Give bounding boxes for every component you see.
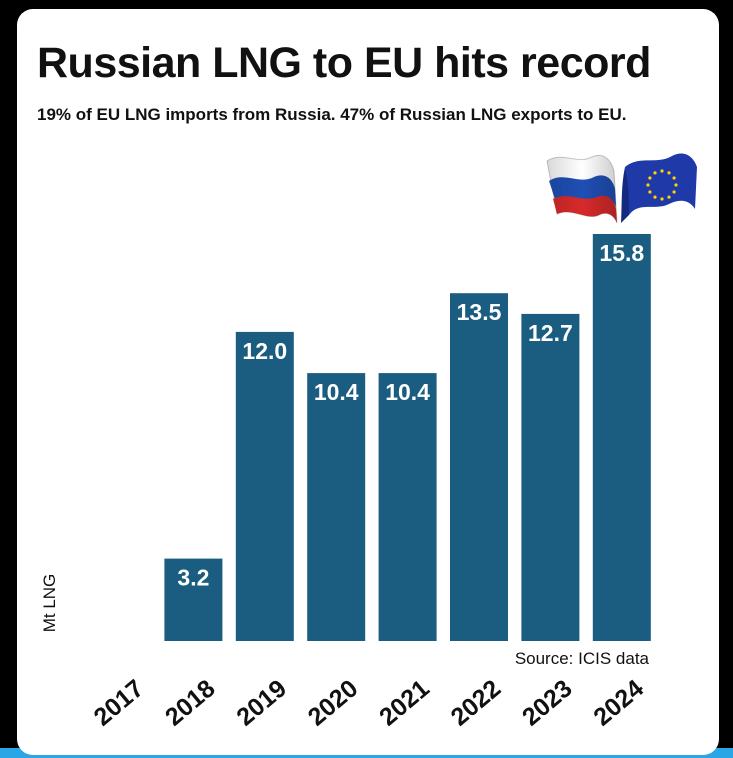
- chart-card: Russian LNG to EU hits record 19% of EU …: [17, 9, 719, 755]
- bar-value-label-2023: 12.7: [528, 320, 573, 346]
- source-note: Source: ICIS data: [515, 649, 650, 668]
- chart-title: Russian LNG to EU hits record: [37, 39, 651, 87]
- eu-star: [660, 169, 664, 173]
- bar-2024: [592, 234, 651, 641]
- eu-star: [674, 183, 678, 187]
- eu-star: [672, 190, 676, 194]
- bar-chart: 3.2 12.0 10.4 10.4 13.5 12.7 15.8 2017 2018 2019…: [40, 153, 697, 731]
- bar-2020: [307, 373, 366, 641]
- bar-value-label-2022: 13.5: [457, 299, 502, 325]
- eu-star: [667, 195, 671, 199]
- x-tick-label-2020: 2020: [303, 674, 364, 731]
- eu-star: [646, 183, 650, 187]
- eu-flag-icon: [621, 153, 697, 223]
- eu-star: [667, 171, 671, 175]
- x-tick-label-2017: 2017: [89, 674, 150, 731]
- x-tick-label-2022: 2022: [446, 674, 507, 731]
- bar-value-label-2018: 3.2: [177, 565, 209, 591]
- y-axis-label: Mt LNG: [40, 574, 59, 633]
- x-tick-label-2021: 2021: [374, 674, 435, 731]
- labels-layer: 3.2 12.0 10.4 10.4 13.5 12.7 15.8: [177, 240, 644, 591]
- x-tick-label-2018: 2018: [160, 674, 221, 731]
- bar-2021: [378, 373, 437, 641]
- bars-layer: [164, 234, 651, 641]
- eu-star: [648, 190, 652, 194]
- eu-star: [672, 176, 676, 180]
- x-tick-labels: 2017 2018 2019 2020 2021 2022 2023 2024: [89, 674, 649, 731]
- bar-2022: [450, 293, 508, 641]
- bar-value-label-2024: 15.8: [599, 240, 644, 266]
- bar-2019: [235, 331, 294, 641]
- x-tick-label-2024: 2024: [588, 674, 649, 731]
- x-tick-label-2023: 2023: [517, 674, 578, 731]
- bar-2018: [164, 558, 223, 641]
- x-tick-label-2019: 2019: [231, 674, 292, 731]
- eu-star: [660, 197, 664, 201]
- chart-subtitle: 19% of EU LNG imports from Russia. 47% o…: [37, 105, 627, 124]
- bar-value-label-2021: 10.4: [385, 379, 430, 405]
- bar-2023: [521, 313, 580, 641]
- russia-flag-icon: [546, 154, 618, 224]
- bar-value-label-2020: 10.4: [314, 379, 359, 405]
- eu-star: [653, 171, 657, 175]
- eu-star: [648, 176, 652, 180]
- eu-stars: [646, 169, 678, 201]
- bar-value-label-2019: 12.0: [242, 338, 287, 364]
- eu-star: [653, 195, 657, 199]
